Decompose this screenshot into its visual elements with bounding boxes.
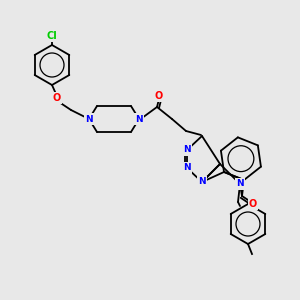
- Text: N: N: [183, 164, 191, 172]
- Text: O: O: [53, 93, 61, 103]
- Text: N: N: [183, 146, 191, 154]
- Text: Cl: Cl: [46, 31, 57, 41]
- Text: N: N: [85, 115, 93, 124]
- Text: N: N: [135, 115, 143, 124]
- Text: O: O: [155, 91, 163, 101]
- Text: O: O: [249, 199, 257, 209]
- Text: N: N: [198, 178, 206, 187]
- Text: N: N: [236, 179, 244, 188]
